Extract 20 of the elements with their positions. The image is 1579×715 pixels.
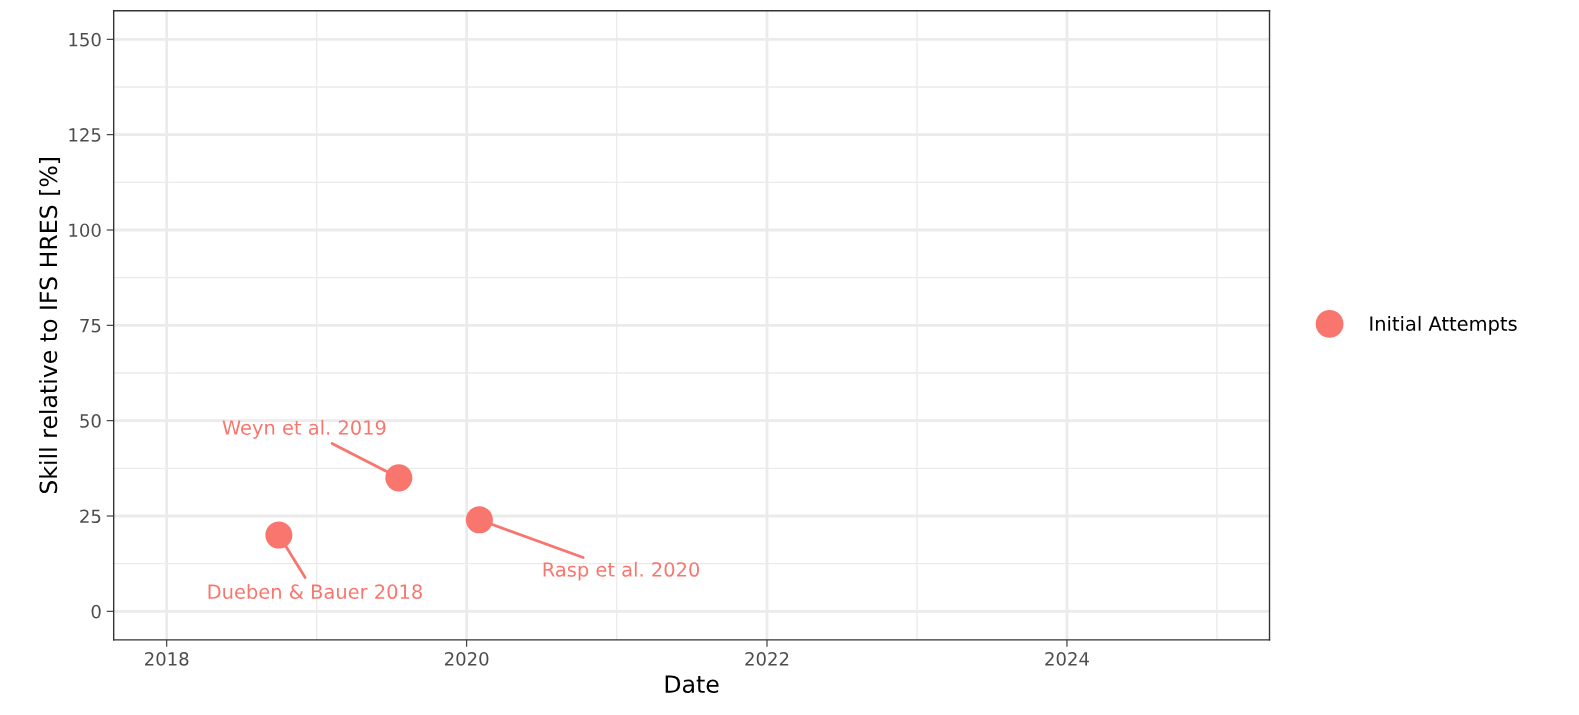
point (465, 506, 493, 534)
y-tick-label: 25 (80, 509, 101, 524)
x-tick-label: 2024 (1045, 652, 1089, 666)
y-tick-label: 50 (80, 414, 101, 428)
x-tick-label: 2018 (145, 652, 189, 666)
y-tick-label: 100 (69, 223, 101, 238)
y-axis-title: Skill relative to IFS HRES [%] (39, 158, 61, 494)
legend-label: Initial Attempts (1370, 315, 1517, 335)
x-axis-title: Date (665, 675, 719, 694)
y-tick-label: 75 (80, 319, 101, 333)
x-tick-label: 2022 (745, 652, 789, 666)
point (385, 464, 413, 492)
point (265, 521, 293, 549)
annotation: Rasp et al. 2020 (543, 561, 700, 581)
annotation: Weyn et al. 2019 (222, 419, 386, 439)
annotation: Dueben & Bauer 2018 (208, 583, 422, 600)
y-tick-label: 125 (69, 128, 101, 142)
y-tick-label: 0 (91, 604, 101, 619)
y-tick-label: 150 (69, 32, 101, 47)
x-tick-label: 2020 (444, 652, 489, 666)
